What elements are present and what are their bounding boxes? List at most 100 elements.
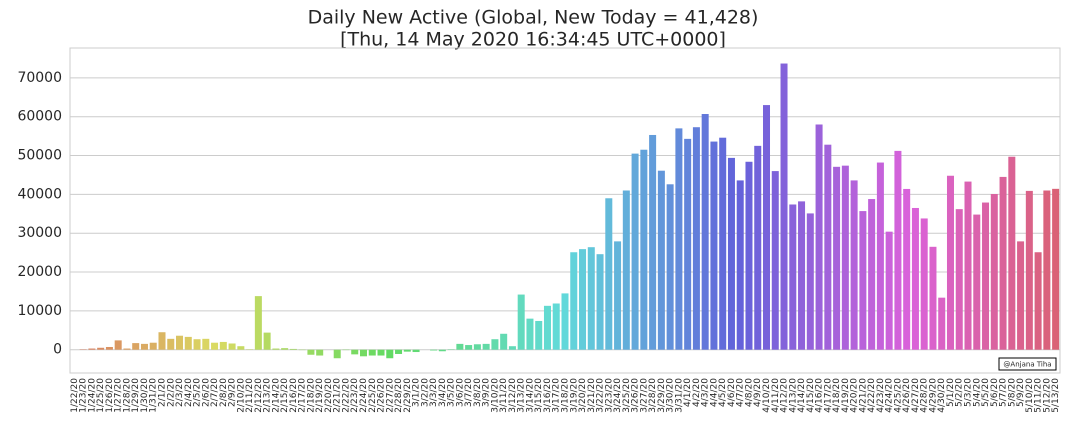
bar — [570, 252, 577, 349]
bar — [194, 339, 201, 349]
bar — [588, 247, 595, 350]
bar — [465, 345, 472, 350]
bar — [597, 254, 604, 350]
bar — [561, 293, 568, 349]
bar — [316, 350, 323, 356]
chart-title: Daily New Active (Global, New Today = 41… — [308, 7, 759, 29]
bar — [404, 350, 411, 352]
x-tick-label: 5/13/20 — [1051, 378, 1061, 413]
bar — [255, 296, 262, 350]
bar — [947, 176, 954, 350]
bar — [386, 350, 393, 359]
bar — [553, 303, 560, 349]
bar — [579, 249, 586, 350]
bar — [737, 180, 744, 349]
bar — [351, 350, 358, 355]
bar — [167, 339, 174, 350]
bar — [745, 162, 752, 350]
bar — [141, 344, 148, 350]
bar — [728, 158, 735, 350]
bar — [123, 349, 130, 350]
y-tick-label: 30000 — [17, 225, 62, 241]
bar — [115, 340, 122, 349]
bar — [921, 218, 928, 349]
bar — [535, 321, 542, 350]
bar — [991, 194, 998, 350]
bar — [894, 151, 901, 350]
bar — [202, 339, 209, 350]
bar — [965, 182, 972, 350]
bar — [632, 154, 639, 350]
bar — [500, 334, 507, 350]
bar — [702, 114, 709, 350]
bar — [886, 232, 893, 350]
bar — [307, 350, 314, 355]
bar — [605, 198, 612, 349]
bar — [474, 344, 481, 349]
bar — [1035, 252, 1042, 349]
bar — [1043, 191, 1050, 350]
bar — [237, 346, 244, 349]
bar — [763, 105, 770, 350]
bar — [684, 139, 691, 350]
bar — [772, 171, 779, 350]
bar — [807, 213, 814, 349]
bar — [483, 344, 490, 350]
bar — [132, 343, 139, 350]
bar — [754, 146, 761, 350]
bar — [229, 343, 236, 349]
bar — [272, 349, 279, 350]
bar — [912, 208, 919, 350]
bar — [281, 348, 288, 350]
bar — [360, 350, 367, 357]
y-tick-label: 0 — [53, 342, 62, 358]
bar — [439, 350, 446, 352]
bar — [290, 349, 297, 350]
bar — [719, 138, 726, 350]
bar — [640, 150, 647, 350]
bar — [929, 247, 936, 350]
bar — [859, 211, 866, 350]
y-tick-label: 60000 — [17, 109, 62, 125]
bar — [88, 349, 95, 350]
bar — [369, 350, 376, 356]
y-tick-label: 40000 — [17, 186, 62, 202]
bar — [614, 241, 621, 349]
bar — [649, 135, 656, 350]
bar — [211, 343, 218, 350]
bar — [982, 203, 989, 350]
bar — [789, 204, 796, 349]
bar — [264, 333, 271, 350]
bar — [816, 124, 823, 349]
bar — [220, 342, 227, 350]
bar — [693, 127, 700, 349]
bar — [526, 319, 533, 350]
y-tick-label: 70000 — [17, 70, 62, 86]
bar — [97, 348, 104, 350]
bar — [710, 142, 717, 350]
bar — [378, 350, 385, 356]
bar — [509, 346, 516, 349]
bar — [1008, 157, 1015, 350]
bar — [938, 298, 945, 350]
bar — [956, 209, 963, 350]
bar — [491, 339, 498, 349]
bar — [430, 350, 437, 351]
bar — [456, 344, 463, 350]
bar — [842, 166, 849, 350]
bar — [158, 332, 165, 349]
bar — [106, 347, 113, 350]
bar — [518, 295, 525, 350]
bar — [185, 337, 192, 350]
bar — [658, 171, 665, 350]
bar — [824, 145, 831, 350]
y-tick-label: 50000 — [17, 148, 62, 164]
bar — [798, 201, 805, 349]
bar — [667, 184, 674, 349]
y-tick-label: 20000 — [17, 264, 62, 280]
bar — [675, 128, 682, 349]
bar — [544, 306, 551, 350]
bar — [868, 199, 875, 350]
y-tick-label: 10000 — [17, 303, 62, 319]
